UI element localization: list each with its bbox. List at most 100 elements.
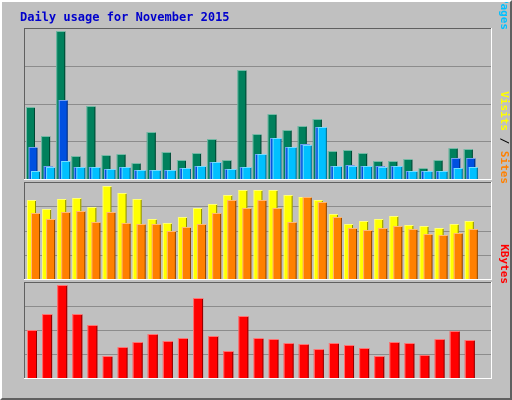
bar-pages-6: [106, 169, 116, 179]
bar-sites-22: [348, 228, 358, 279]
bar-pages-3: [61, 161, 71, 179]
bar-sites-30: [468, 229, 478, 279]
bar-pages-25: [393, 166, 403, 179]
bar-sites-10: [166, 231, 176, 279]
bar-kbytes-8: [132, 342, 143, 378]
bar-kbytes-25: [389, 342, 400, 378]
bar-kbytes-18: [283, 343, 294, 378]
bar-hits-21: [327, 151, 337, 179]
bar-pages-2: [46, 167, 56, 179]
bar-sites-24: [378, 228, 388, 279]
bar-hits-22: [343, 150, 353, 179]
bar-kbytes-16: [253, 338, 264, 378]
bar-hits-7: [116, 154, 126, 179]
bar-sites-28: [438, 235, 448, 279]
bar-pages-1: [31, 171, 40, 179]
bar-sites-1: [31, 213, 40, 279]
bar-sites-3: [61, 212, 71, 279]
bar-kbytes-23: [359, 348, 370, 378]
bar-sites-25: [393, 226, 403, 279]
bar-pages-9: [151, 170, 161, 179]
bar-kbytes-24: [374, 356, 385, 378]
bar-pages-24: [378, 167, 388, 179]
side-label-part: /: [498, 131, 510, 151]
bar-kbytes-28: [434, 339, 445, 378]
bar-sites-12: [197, 224, 207, 279]
bar-sites-2: [46, 219, 56, 279]
bar-sites-21: [332, 217, 342, 279]
bar-pages-17: [272, 138, 282, 179]
bar-pages-28: [438, 171, 448, 179]
bar-kbytes-3: [57, 285, 68, 378]
bar-hits-15: [237, 70, 247, 179]
bar-kbytes-19: [298, 344, 309, 378]
bar-sites-16: [257, 200, 267, 279]
bar-pages-12: [197, 166, 207, 179]
bar-hits-5: [86, 106, 96, 179]
bar-sites-4: [76, 211, 86, 279]
bar-hits-9: [146, 132, 156, 179]
bar-hits-13: [207, 139, 217, 179]
bar-kbytes-22: [344, 345, 355, 378]
bar-pages-21: [332, 166, 342, 179]
bar-hits-10: [161, 152, 171, 179]
bar-sites-18: [287, 222, 297, 279]
bar-sites-7: [121, 223, 131, 279]
bar-pages-22: [348, 166, 358, 179]
bar-pages-10: [166, 170, 176, 179]
bar-kbytes-9: [147, 334, 158, 378]
bar-kbytes-30: [464, 340, 475, 378]
chart-title: Daily usage for November 2015: [20, 10, 230, 24]
bar-kbytes-13: [208, 336, 219, 378]
bar-sites-26: [408, 229, 418, 279]
bar-sites-29: [453, 233, 463, 279]
bar-hits-26: [403, 159, 413, 179]
bar-sites-20: [317, 202, 327, 279]
bar-sites-15: [242, 208, 252, 279]
bar-kbytes-12: [193, 298, 204, 378]
bar-hits-1: [26, 107, 35, 179]
bar-kbytes-27: [419, 355, 430, 378]
bar-pages-14: [227, 169, 237, 179]
bar-kbytes-14: [223, 351, 234, 378]
bar-kbytes-10: [162, 341, 173, 378]
bar-files-1: [28, 147, 38, 179]
bar-pages-23: [363, 166, 373, 179]
side-label-part: KBytes: [498, 244, 510, 284]
bar-pages-8: [136, 170, 146, 179]
bar-kbytes-26: [404, 343, 415, 378]
bar-sites-6: [106, 212, 116, 279]
bar-sites-5: [91, 222, 101, 279]
side-label-visits-sites: Visits / Sites: [498, 91, 510, 184]
bar-sites-23: [363, 230, 373, 279]
bar-pages-26: [408, 171, 418, 179]
bar-hits-6: [101, 155, 111, 179]
bar-sites-19: [302, 197, 312, 279]
bar-kbytes-17: [268, 339, 279, 378]
bar-kbytes-7: [117, 347, 128, 378]
bar-sites-9: [151, 224, 161, 279]
bar-kbytes-1: [27, 330, 37, 378]
bar-sites-17: [272, 208, 282, 279]
bar-pages-29: [453, 168, 463, 179]
bar-kbytes-6: [102, 356, 113, 378]
bar-sites-14: [227, 200, 237, 279]
bar-pages-27: [423, 171, 433, 179]
bar-kbytes-2: [42, 314, 53, 378]
side-label-kbytes: KBytes: [498, 244, 510, 284]
bar-pages-5: [91, 167, 101, 179]
bar-sites-13: [212, 213, 222, 279]
bar-pages-30: [468, 167, 478, 179]
side-label-part: Pages: [498, 2, 510, 30]
bar-sites-11: [181, 227, 191, 279]
side-label-part: Sites: [498, 151, 510, 184]
bar-hits-28: [433, 160, 443, 179]
bar-kbytes-11: [177, 338, 188, 378]
bar-pages-16: [257, 154, 267, 179]
bar-pages-19: [302, 145, 312, 179]
bar-kbytes-4: [72, 314, 83, 378]
bar-hits-2: [41, 136, 51, 179]
bar-kbytes-29: [449, 331, 460, 378]
